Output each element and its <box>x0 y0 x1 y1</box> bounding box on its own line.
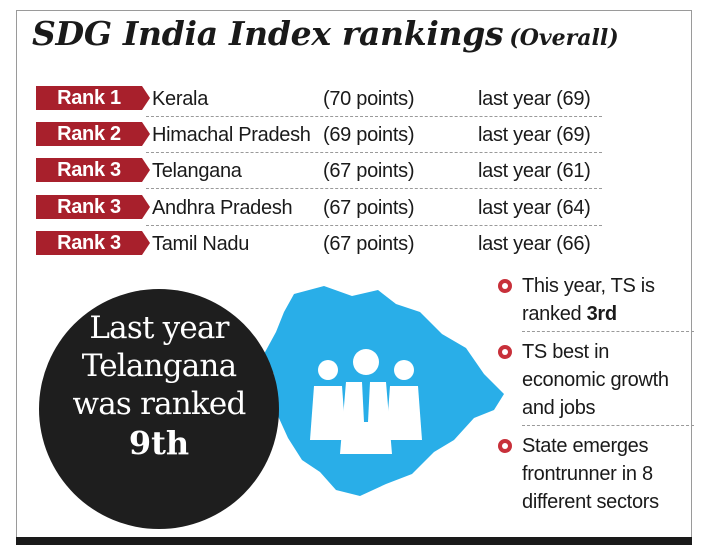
highlight-text: State emerges frontrunner in 8 different… <box>522 435 659 513</box>
state-points: (67 points) <box>323 160 415 182</box>
callout-rank: 9th <box>128 424 190 462</box>
last-year-rank-callout: Last year Telangana was ranked 9th <box>39 289 279 529</box>
highlight-divider <box>522 331 694 332</box>
people-group-icon <box>310 349 422 454</box>
row-divider <box>146 116 602 117</box>
highlight-item: State emerges frontrunner in 8 different… <box>494 432 694 516</box>
highlight-item: This year, TS is ranked 3rd <box>494 272 694 328</box>
state-name: Himachal Pradesh <box>152 124 311 146</box>
rank-badge: Rank 1 <box>36 86 150 110</box>
state-name: Tamil Nadu <box>152 233 250 255</box>
callout-line-3: was ranked <box>72 386 246 422</box>
state-name: Telangana <box>152 160 242 182</box>
state-points: (67 points) <box>323 233 415 255</box>
last-year-value: last year (69) <box>478 124 591 146</box>
ranking-row: Rank 2 Himachal Pradesh (69 points) last… <box>36 120 602 153</box>
rank-badge: Rank 3 <box>36 158 150 182</box>
state-name: Kerala <box>152 88 209 110</box>
highlight-divider <box>522 425 694 426</box>
frame-border <box>16 10 692 537</box>
page-title: SDG India Index rankings (Overall) <box>32 14 692 53</box>
rank-badge: Rank 3 <box>36 231 150 255</box>
rank-badge: Rank 2 <box>36 122 150 146</box>
bottom-rule <box>16 537 692 545</box>
last-year-value: last year (69) <box>478 88 591 110</box>
state-points: (70 points) <box>323 88 415 110</box>
bullet-icon <box>498 345 512 359</box>
bullet-icon <box>498 439 512 453</box>
state-name: Andhra Pradesh <box>152 197 293 219</box>
ranking-row: Rank 1 Kerala (70 points) last year (69) <box>36 84 602 117</box>
bullet-icon <box>498 279 512 293</box>
row-divider <box>146 225 602 226</box>
highlight-text: TS best in economic growth and jobs <box>522 341 669 419</box>
callout-line-2: Telangana <box>81 348 237 384</box>
row-divider <box>146 188 602 189</box>
highlights-list: This year, TS is ranked 3rd TS best in e… <box>494 272 694 516</box>
highlight-text: This year, TS is ranked <box>522 275 655 325</box>
title-sub: (Overall) <box>509 25 619 51</box>
ranking-row: Rank 3 Andhra Pradesh (67 points) last y… <box>36 193 602 226</box>
ranking-row: Rank 3 Telangana (67 points) last year (… <box>36 156 602 189</box>
telangana-map-icon <box>264 286 504 496</box>
highlight-item: TS best in economic growth and jobs <box>494 338 694 422</box>
ranking-row: Rank 3 Tamil Nadu (67 points) last year … <box>36 229 602 259</box>
state-points: (67 points) <box>323 197 415 219</box>
callout-line-1: Last year <box>89 310 229 346</box>
rank-badge: Rank 3 <box>36 195 150 219</box>
state-points: (69 points) <box>323 124 415 146</box>
last-year-value: last year (61) <box>478 160 591 182</box>
last-year-value: last year (64) <box>478 197 591 219</box>
last-year-value: last year (66) <box>478 233 591 255</box>
highlight-emphasis: 3rd <box>586 303 618 325</box>
title-main: SDG India Index rankings <box>32 14 504 53</box>
row-divider <box>146 152 602 153</box>
